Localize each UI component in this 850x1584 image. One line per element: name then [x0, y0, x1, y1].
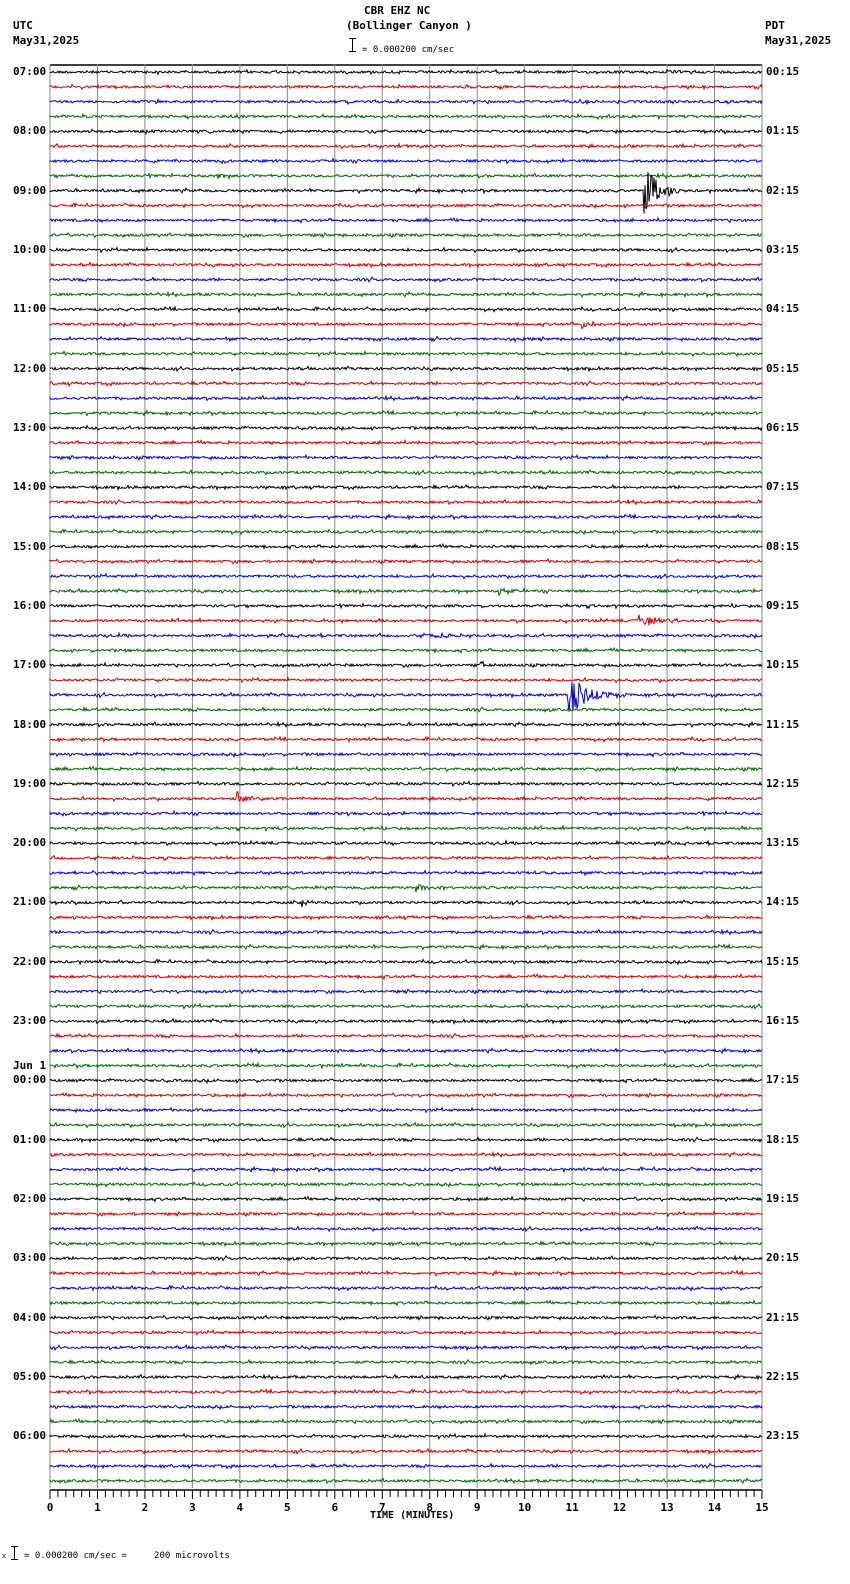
left-date: May31,2025: [13, 34, 80, 47]
pdt-time-label: 03:15: [766, 242, 800, 256]
header-scale-text: = 0.000200 cm/sec: [362, 45, 455, 55]
pdt-time-label: 04:15: [766, 302, 800, 316]
x-tick-label: 0: [47, 1501, 54, 1514]
pdt-time-label: 14:15: [766, 895, 800, 909]
pdt-time-label: 19:15: [766, 1192, 800, 1206]
x-tick-label: 4: [237, 1501, 244, 1514]
pdt-time-label: 07:15: [766, 480, 800, 494]
pdt-time-label: 01:15: [766, 124, 800, 138]
pdt-time-label: 18:15: [766, 1132, 800, 1146]
x-tick-label: 7: [379, 1501, 386, 1514]
footer-prefix: x: [2, 1552, 7, 1560]
scale-bar-icon: [349, 38, 356, 52]
right-timezone: PDT: [765, 19, 785, 32]
utc-time-label: 13:00: [13, 420, 47, 434]
left-timezone: UTC: [13, 19, 33, 32]
pdt-time-label: 02:15: [766, 183, 800, 197]
pdt-time-label: 05:15: [766, 361, 800, 375]
x-tick-label: 15: [755, 1501, 768, 1514]
utc-time-label: 09:00: [13, 183, 47, 197]
utc-time-label: 11:00: [13, 302, 47, 316]
x-tick-label: 12: [613, 1501, 626, 1514]
pdt-time-label: 12:15: [766, 776, 800, 790]
pdt-time-label: 08:15: [766, 539, 800, 553]
utc-time-label: 08:00: [13, 124, 47, 138]
utc-time-label: 14:00: [13, 480, 47, 494]
station-title: CBR EHZ NC: [364, 4, 431, 17]
x-tick-label: 3: [189, 1501, 196, 1514]
pdt-time-label: 16:15: [766, 1014, 800, 1028]
utc-time-label: 02:00: [13, 1192, 47, 1206]
utc-time-label: 03:00: [13, 1251, 47, 1265]
utc-time-label: 18:00: [13, 717, 47, 731]
pdt-time-label: 11:15: [766, 717, 800, 731]
footer-scale-text: = 0.000200 cm/sec = 200 microvolts: [24, 1551, 230, 1561]
utc-time-label: 21:00: [13, 895, 47, 909]
utc-time-label: 23:00: [13, 1014, 47, 1028]
utc-time-label: 20:00: [13, 836, 47, 850]
x-tick-label: 1: [94, 1501, 101, 1514]
pdt-time-label: 13:15: [766, 836, 800, 850]
x-tick-label: 8: [426, 1501, 433, 1514]
utc-time-label: 06:00: [13, 1429, 47, 1443]
utc-time-label: 01:00: [13, 1132, 47, 1146]
utc-time-label: 16:00: [13, 598, 47, 612]
x-tick-label: 13: [660, 1501, 673, 1514]
utc-time-label: 19:00: [13, 776, 47, 790]
pdt-time-label: 06:15: [766, 420, 800, 434]
utc-time-label: 10:00: [13, 242, 47, 256]
x-tick-label: 10: [518, 1501, 531, 1514]
x-tick-label: 11: [566, 1501, 580, 1514]
pdt-time-label: 17:15: [766, 1073, 800, 1087]
x-tick-label: 6: [331, 1501, 338, 1514]
x-tick-label: 14: [708, 1501, 722, 1514]
x-tick-label: 9: [474, 1501, 481, 1514]
utc-time-label: 12:00: [13, 361, 47, 375]
utc-time-label: 04:00: [13, 1310, 47, 1324]
utc-time-label: 22:00: [13, 954, 47, 968]
utc-time-label: 05:00: [13, 1370, 47, 1384]
date-change-label: Jun 1: [13, 1059, 47, 1073]
utc-time-label: 17:00: [13, 658, 47, 672]
pdt-time-label: 09:15: [766, 598, 800, 612]
footer-scale-bar-icon: [11, 1546, 18, 1560]
pdt-time-label: 15:15: [766, 954, 800, 968]
pdt-time-label: 23:15: [766, 1429, 800, 1443]
pdt-time-label: 22:15: [766, 1370, 800, 1384]
utc-time-label: 00:00: [13, 1073, 47, 1087]
pdt-time-label: 21:15: [766, 1310, 800, 1324]
right-date: May31,2025: [765, 34, 832, 47]
station-location: (Bollinger Canyon ): [346, 19, 472, 32]
utc-time-label: 15:00: [13, 539, 47, 553]
x-axis-label: TIME (MINUTES): [370, 1510, 455, 1521]
pdt-time-label: 10:15: [766, 658, 800, 672]
x-tick-label: 2: [142, 1501, 149, 1514]
pdt-time-label: 00:15: [766, 65, 800, 78]
x-tick-label: 5: [284, 1501, 291, 1514]
pdt-time-label: 20:15: [766, 1251, 800, 1265]
utc-time-label: 07:00: [13, 65, 47, 78]
